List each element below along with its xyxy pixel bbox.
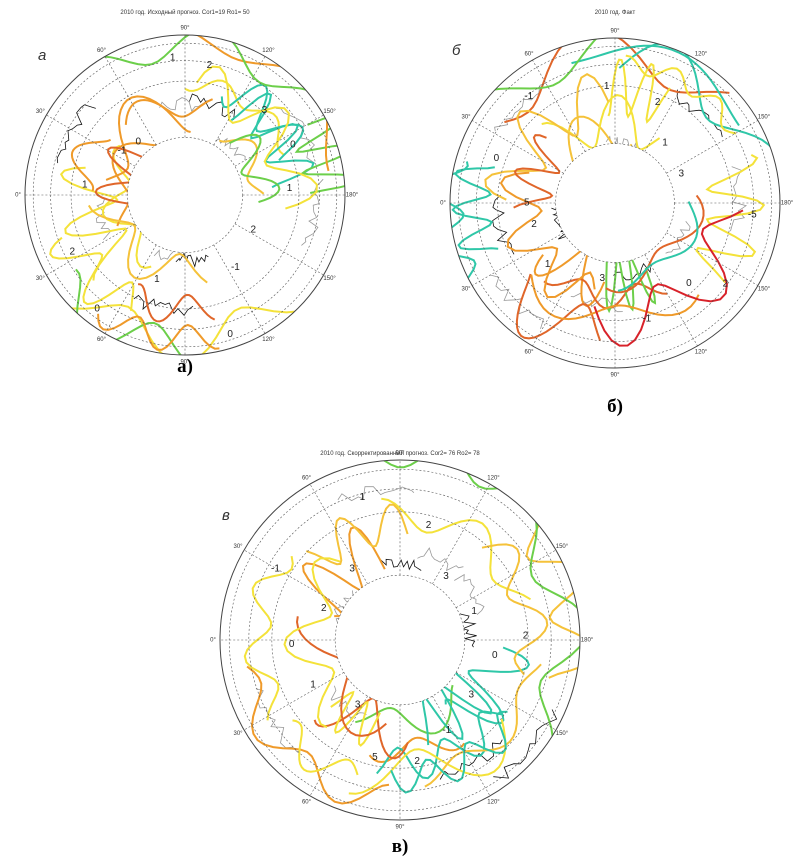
contour-label: 2 (251, 225, 257, 236)
contour-label: 2 (426, 520, 432, 531)
meridian-label: 90° (610, 29, 620, 35)
meridian-label: 150° (758, 287, 771, 293)
contour-label: 5 (372, 752, 378, 763)
panel-letter: б (452, 42, 461, 59)
pole-hole (127, 137, 242, 252)
contour-label: -1 (442, 725, 451, 736)
map-title: 2010 год. Исходный прогноз. Cor1=19 Ro1=… (120, 9, 250, 16)
meridian-label: 120° (262, 48, 275, 54)
map-title: 2010 год. Факт (595, 10, 636, 16)
meridian-label: 60° (524, 350, 534, 356)
meridian-label: 120° (695, 52, 708, 58)
contour-label: 5 (524, 198, 530, 209)
contour-label: -5 (748, 209, 757, 220)
meridian-label: 90° (180, 26, 190, 32)
meridian-label: 150° (758, 115, 771, 121)
meridian-label: 30° (36, 276, 46, 282)
contour-label: 3 (469, 690, 475, 701)
figure: 2010 год. Исходный прогноз. Cor1=19 Ro1=… (0, 0, 794, 864)
contour-label: 1 (604, 81, 610, 92)
contour-label: -1 (231, 262, 240, 273)
contour-label: 0 (492, 650, 498, 661)
contour-label: 2 (723, 278, 729, 289)
meridian-label: 30° (234, 544, 244, 550)
meridian-label: 60° (524, 52, 534, 58)
meridian-label: 180° (346, 193, 359, 199)
map-panel: 2010 год. Скорректированный прогноз. Cor… (210, 450, 598, 858)
meridian-label: 90° (610, 373, 620, 379)
contour-label: -1 (642, 314, 651, 325)
pole-hole (335, 575, 465, 705)
contour-label: 1 (154, 274, 160, 285)
contour-label: 1 (471, 606, 477, 617)
meridian-label: 60° (302, 476, 312, 482)
pole-hole (556, 144, 675, 263)
meridian-label: 30° (462, 115, 472, 121)
meridian-label: 90° (395, 825, 405, 831)
contour-label: 1 (545, 259, 551, 270)
meridian-label: 150° (556, 731, 569, 737)
contour-label: 2 (523, 631, 529, 642)
panel-letter: а (38, 47, 46, 64)
contour-label: 3 (443, 571, 449, 582)
contour-label: 3 (349, 563, 355, 574)
contour-label: 0 (494, 153, 500, 164)
meridian-label: 0° (15, 193, 21, 199)
contour-label: 2 (207, 60, 213, 71)
meridian-label: 150° (556, 544, 569, 550)
meridian-label: 60° (302, 800, 312, 806)
contour-label: 1 (310, 680, 316, 691)
meridian-label: 120° (487, 476, 500, 482)
contour-label: -1 (524, 91, 533, 102)
contour-label: 0 (290, 139, 296, 150)
meridian-label: 60° (97, 48, 107, 54)
meridian-label: 90° (180, 360, 190, 366)
panel-letter: в (222, 507, 230, 524)
contour-label: 3 (355, 699, 361, 710)
meridian-label: 180° (781, 201, 794, 207)
meridian-label: 90° (395, 451, 405, 457)
meridian-label: 120° (487, 800, 500, 806)
map-panel: 2010 год. Исходный прогноз. Cor1=19 Ro1=… (15, 9, 363, 377)
contour-label: 1 (287, 183, 293, 194)
contour-label: 1 (82, 180, 88, 191)
contour-label: 0 (94, 304, 100, 315)
contour-label: 2 (531, 219, 537, 230)
meridian-label: 120° (262, 337, 275, 343)
panel-caption: в) (392, 836, 409, 857)
contour-label: -1 (118, 145, 127, 156)
contour-label: 2 (655, 97, 661, 108)
contour-label: 3 (262, 105, 268, 116)
map-panel: 2010 год. Фактбб)90°120°150°180°150°120°… (432, 10, 794, 417)
meridian-label: 180° (581, 638, 594, 644)
contour-label: 0 (136, 137, 142, 148)
meridian-label: 0° (210, 638, 216, 644)
contour-label: 0 (289, 639, 295, 650)
contour-label: 2 (321, 603, 327, 614)
meridian-label: 150° (323, 109, 336, 115)
meridian-label: 30° (462, 287, 472, 293)
meridian-label: 150° (323, 276, 336, 282)
meridian-label: 30° (36, 109, 46, 115)
contour-label: 2 (414, 756, 420, 767)
contour-label: 2 (70, 246, 76, 257)
meridian-label: 120° (695, 350, 708, 356)
meridian-label: 60° (97, 337, 107, 343)
contour-label: 0 (227, 329, 233, 340)
contour-label: -1 (271, 564, 280, 575)
contour-label: 1 (662, 137, 668, 148)
contour-label: 1 (360, 492, 366, 503)
contour-label: 3 (600, 273, 606, 284)
panel-caption: б) (607, 396, 623, 417)
contour-label: 3 (679, 169, 685, 180)
meridian-label: 0° (440, 201, 446, 207)
contour-label: 1 (170, 52, 176, 63)
contour-label: 0 (686, 278, 692, 289)
meridian-label: 30° (234, 731, 244, 737)
